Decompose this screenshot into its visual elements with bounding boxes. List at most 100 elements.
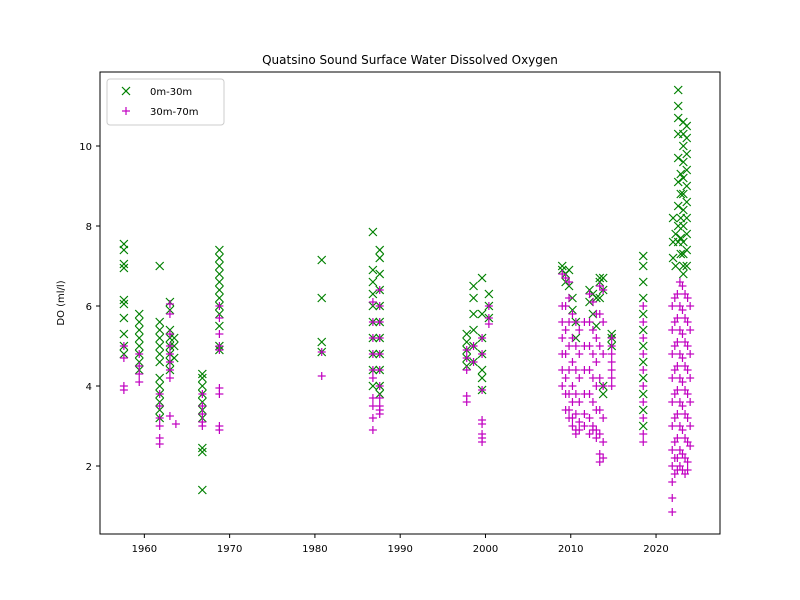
data-point [592,426,601,434]
data-point [198,390,207,398]
data-point [639,366,648,374]
data-point [575,426,584,434]
data-point [564,265,574,275]
data-point [638,325,648,335]
data-point [683,366,692,374]
data-point [214,321,224,331]
data-point [317,372,326,380]
x-tick-label: 1980 [302,544,327,555]
data-point [155,373,165,383]
legend-marker [121,86,131,96]
data-point [119,386,128,394]
data-point [598,389,608,399]
data-point [214,253,224,263]
data-point [119,354,128,362]
data-point [478,420,487,428]
data-point [673,153,683,163]
data-point [575,418,584,426]
data-point [368,350,377,358]
data-point [469,325,478,335]
data-point [585,390,594,398]
data-point [565,390,574,398]
data-point [165,358,174,366]
data-point [595,430,604,438]
data-point [317,293,327,303]
data-point [671,261,681,271]
data-point [119,299,129,309]
data-point [668,446,677,454]
data-point [678,269,688,279]
data-point [580,410,589,418]
data-point [469,358,478,366]
data-point [668,398,677,406]
x-axis: 1960 1970 1980 1990 2000 2010 2020 [132,534,669,555]
data-point [592,334,601,342]
data-point [462,366,471,374]
data-point [169,341,179,351]
data-point [638,261,648,271]
legend-marker [122,107,130,115]
data-point [607,342,616,350]
data-point [682,181,692,191]
y-axis-title: DO (ml/l) [56,280,67,325]
data-point [673,434,682,442]
data-point [568,422,577,430]
data-point [595,310,604,318]
data-point [155,422,164,430]
data-point [668,508,677,516]
x-tick-label: 1960 [132,544,157,555]
data-point [165,310,174,318]
data-point [135,378,144,386]
data-point [678,157,688,167]
data-point [580,422,589,430]
data-point [119,295,129,305]
data-point [668,253,678,263]
data-point [215,314,224,322]
data-point [375,382,384,390]
legend-label: 30m-70m [150,107,199,118]
data-point [678,378,687,386]
data-point [478,350,487,358]
data-point [682,261,692,271]
data-point [375,269,385,279]
data-point [676,233,686,243]
data-point [135,362,144,370]
data-point [571,318,580,326]
data-point [599,438,608,446]
data-point [585,414,594,422]
data-point [197,381,207,391]
y-tick-label: 4 [86,382,92,393]
data-point [571,342,580,350]
legend-box [106,78,225,126]
y-axis: 2 4 6 8 10 [79,142,100,473]
data-point [215,330,224,338]
data-point [678,354,687,362]
data-point [571,366,580,374]
data-point [673,386,682,394]
data-point [682,197,692,207]
data-point [686,398,695,406]
data-point [599,350,608,358]
data-point [638,251,648,261]
data-point [686,326,695,334]
data-point [673,362,682,370]
data-point [595,406,604,414]
data-point [375,394,384,402]
data-point [155,333,165,343]
data-point [686,374,695,382]
data-point [683,390,692,398]
data-point [558,334,567,342]
data-point [682,133,692,143]
data-point [678,261,688,271]
data-point [678,173,688,183]
data-point [558,382,567,390]
data-point [678,330,687,338]
data-point [599,382,608,390]
data-point [639,398,648,406]
legend: 0m-30m 30m-70m [106,78,225,126]
data-point [639,302,648,310]
data-point [585,290,594,298]
data-point [484,289,494,299]
y-tick-label: 2 [86,462,92,473]
data-point [678,237,688,247]
